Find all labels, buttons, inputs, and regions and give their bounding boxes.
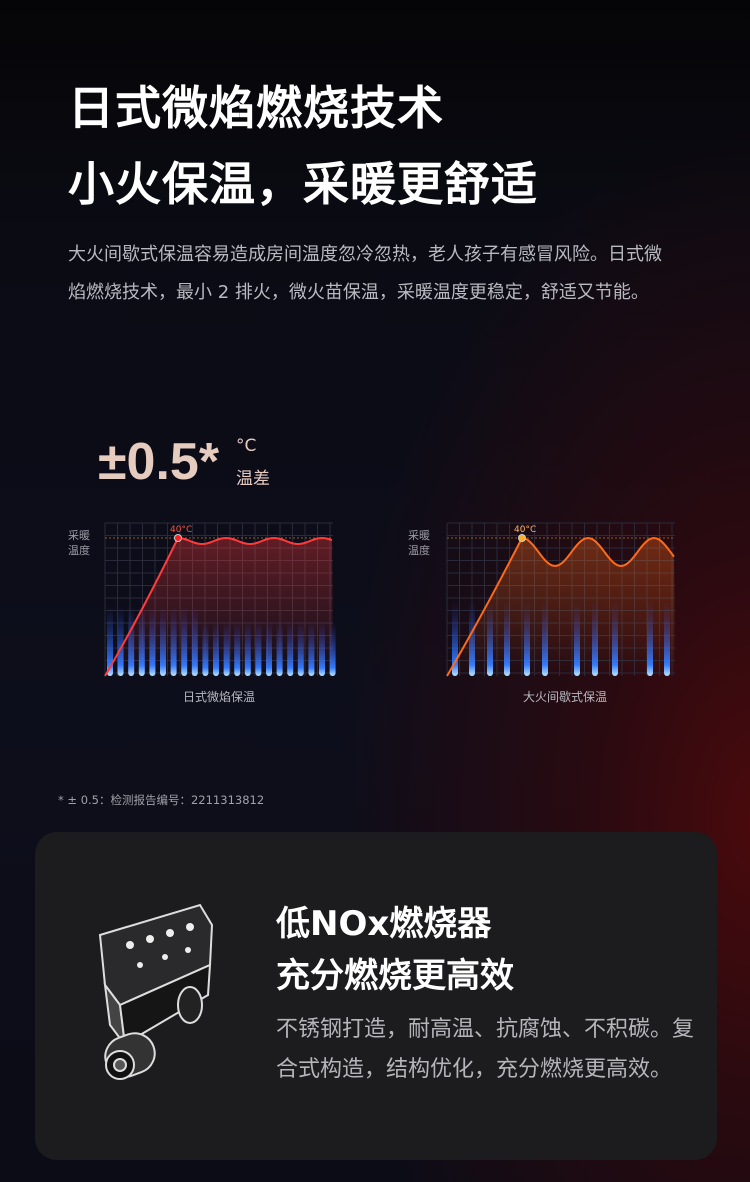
ylabel-line: 采暖 xyxy=(408,529,430,542)
chart-2-caption: 大火间歇式保温 xyxy=(522,690,607,704)
stat-unit: °C xyxy=(236,436,257,456)
peak-point xyxy=(518,534,526,542)
curve-area xyxy=(447,538,675,676)
ylabel-line: 温度 xyxy=(68,544,90,557)
flame xyxy=(452,601,458,676)
footnote: * ± 0.5：检测报告编号：2211313812 xyxy=(58,793,265,807)
description: 大火间歇式保温容易造成房间温度忽冷忽热，老人孩子有感冒风险。日式微焰燃烧技术，最… xyxy=(68,244,662,303)
peak-label: 40°C xyxy=(170,525,192,535)
feature-title-line-1: 低NOx燃烧器 xyxy=(276,904,492,944)
burner-illustration xyxy=(98,903,214,1080)
chart-2-ylabel: 采暖 温度 xyxy=(408,528,438,558)
curve-area xyxy=(105,538,333,676)
ylabel-line: 温度 xyxy=(408,544,430,557)
chart-2-illustration: 40°C xyxy=(446,522,675,677)
chart-1-ylabel: 采暖 温度 xyxy=(68,528,98,558)
feature-title-line-2: 充分燃烧更高效 xyxy=(276,956,514,996)
ylabel-line: 采暖 xyxy=(68,529,90,542)
peak-point xyxy=(174,534,182,542)
chart-1-caption: 日式微焰保温 xyxy=(182,690,255,704)
flame xyxy=(107,606,113,676)
headline-line-1: 日式微焰燃烧技术 xyxy=(68,81,444,135)
feature-body: 不锈钢打造，耐高温、抗腐蚀、不积碳。复合式构造，结构优化，充分燃烧更高效。 xyxy=(276,1017,695,1082)
peak-label: 40°C xyxy=(514,525,536,535)
stat-value: ±0.5* xyxy=(98,433,220,491)
chart-1-illustration: 40°C xyxy=(104,522,336,677)
headline-line-2: 小火保温，采暖更舒适 xyxy=(68,157,538,211)
stat-label: 温差 xyxy=(236,469,270,489)
